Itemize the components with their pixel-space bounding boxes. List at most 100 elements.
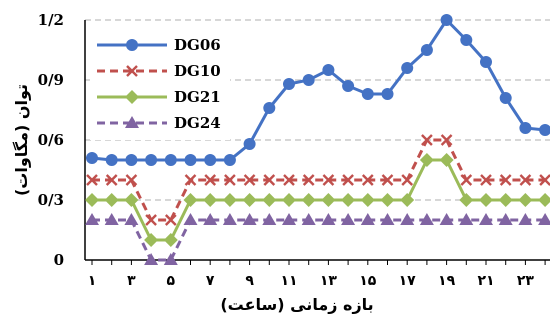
x-tick-label: ۱۳ <box>320 273 338 289</box>
data-point-dg24 <box>124 213 139 225</box>
data-point-dg24 <box>242 213 257 225</box>
x-tick-labels: ۱ ۳ ۵ ۷ ۹ ۱۱ ۱۳ ۱۵ ۱۷ ۱۹ ۲۱ ۲۳ <box>88 273 535 289</box>
x-tick-label: ۱۵ <box>359 273 377 289</box>
data-point-dg24 <box>183 213 198 225</box>
data-point-dg24 <box>380 213 395 225</box>
data-point-dg10 <box>243 174 256 186</box>
data-point-dg10 <box>460 174 473 186</box>
data-point-dg21 <box>262 193 277 207</box>
legend-marker <box>125 116 139 128</box>
data-point-dg24 <box>203 213 218 225</box>
legend-entry-dg06: DG06 <box>97 36 221 54</box>
data-point-dg10 <box>302 174 315 186</box>
data-point-dg06 <box>223 154 236 166</box>
data-point-dg24 <box>85 213 99 225</box>
legend-label: DG24 <box>174 114 221 132</box>
marker-stroke <box>342 174 354 186</box>
data-point-dg06 <box>401 62 414 74</box>
data-point-dg21 <box>85 193 99 207</box>
x-tick-label: ۲۳ <box>517 273 535 289</box>
data-point-dg06 <box>460 34 473 46</box>
x-tick-label: ۵ <box>167 273 176 289</box>
marker-stroke <box>126 65 138 77</box>
data-point-dg10 <box>125 174 138 186</box>
data-point-dg24 <box>439 213 454 225</box>
data-point-dg21 <box>479 193 493 207</box>
data-point-dg06 <box>381 88 394 100</box>
data-point-dg10 <box>519 174 532 186</box>
data-point-dg21 <box>301 193 316 207</box>
data-point-dg06 <box>499 92 512 104</box>
data-point-dg21 <box>222 193 237 207</box>
data-point-dg21 <box>124 193 139 207</box>
marker-stroke <box>164 214 177 226</box>
data-point-dg06 <box>519 122 532 134</box>
series-line-dg24 <box>92 218 546 262</box>
y-tick-label: 0/6 <box>38 131 64 149</box>
data-point-dg24 <box>163 253 178 265</box>
data-point-dg10 <box>224 174 236 186</box>
data-point-dg24 <box>262 213 277 225</box>
data-point-dg10 <box>86 174 98 186</box>
data-point-dg10 <box>164 214 177 226</box>
data-point-dg24 <box>479 213 493 225</box>
data-point-dg10 <box>539 174 550 186</box>
data-point-dg10 <box>381 174 394 186</box>
data-point-dg24 <box>144 253 159 265</box>
marker-stroke <box>440 134 453 146</box>
marker-stroke <box>322 174 335 186</box>
marker-stroke <box>421 134 433 146</box>
data-point-dg06 <box>184 154 197 166</box>
data-point-dg24 <box>459 213 474 225</box>
x-tick-label: ۱۹ <box>438 273 456 289</box>
x-tick-label: ۱ <box>88 273 97 289</box>
data-point-dg21 <box>459 193 474 207</box>
data-point-dg10 <box>499 174 512 186</box>
data-point-dg21 <box>282 193 296 207</box>
marker-stroke <box>86 174 98 186</box>
marker-stroke <box>145 214 157 226</box>
data-point-dg21 <box>341 193 356 207</box>
data-point-dg06 <box>125 154 138 166</box>
data-point-dg24 <box>104 213 119 225</box>
data-point-dg10 <box>440 134 453 146</box>
data-point-dg06 <box>480 56 492 68</box>
data-point-dg24 <box>222 213 237 225</box>
data-point-dg24 <box>360 213 375 225</box>
data-point-dg10 <box>421 134 433 146</box>
data-point-dg10 <box>401 174 414 186</box>
legend-label: DG10 <box>174 62 221 80</box>
marker-stroke <box>105 174 118 186</box>
legend-entry-dg24: DG24 <box>97 114 221 132</box>
data-point-dg21 <box>419 153 434 167</box>
data-point-dg06 <box>342 80 355 92</box>
marker-stroke <box>480 174 492 186</box>
data-point-dg21 <box>144 233 159 247</box>
y-tick-label: 0 <box>54 251 64 269</box>
data-point-dg06 <box>361 88 374 100</box>
data-point-dg24 <box>301 213 316 225</box>
data-point-dg06 <box>283 78 295 90</box>
series-line-dg10 <box>92 138 546 222</box>
legend-marker <box>125 90 139 104</box>
data-point-dg06 <box>420 44 433 56</box>
legend-entry-dg10: DG10 <box>97 62 221 80</box>
marker-stroke <box>302 174 315 186</box>
data-point-dg06 <box>145 154 158 166</box>
marker-stroke <box>519 174 532 186</box>
marker-stroke <box>204 174 217 186</box>
data-point-dg21 <box>163 233 178 247</box>
data-point-dg06 <box>440 14 453 26</box>
y-tick-label: 1/2 <box>38 11 64 29</box>
marker-stroke <box>125 174 138 186</box>
data-point-dg21 <box>439 153 454 167</box>
data-point-dg06 <box>322 64 335 76</box>
data-point-dg06 <box>263 102 276 114</box>
data-point-dg10 <box>322 174 335 186</box>
data-point-dg24 <box>400 213 415 225</box>
marker-stroke <box>401 174 414 186</box>
data-point-dg24 <box>518 213 533 225</box>
legend-marker <box>126 39 138 51</box>
data-point-dg06 <box>302 74 315 86</box>
